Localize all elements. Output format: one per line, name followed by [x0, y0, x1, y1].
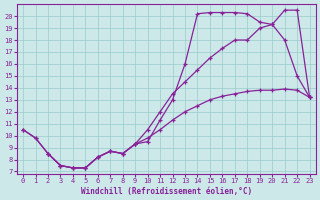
- X-axis label: Windchill (Refroidissement éolien,°C): Windchill (Refroidissement éolien,°C): [81, 187, 252, 196]
